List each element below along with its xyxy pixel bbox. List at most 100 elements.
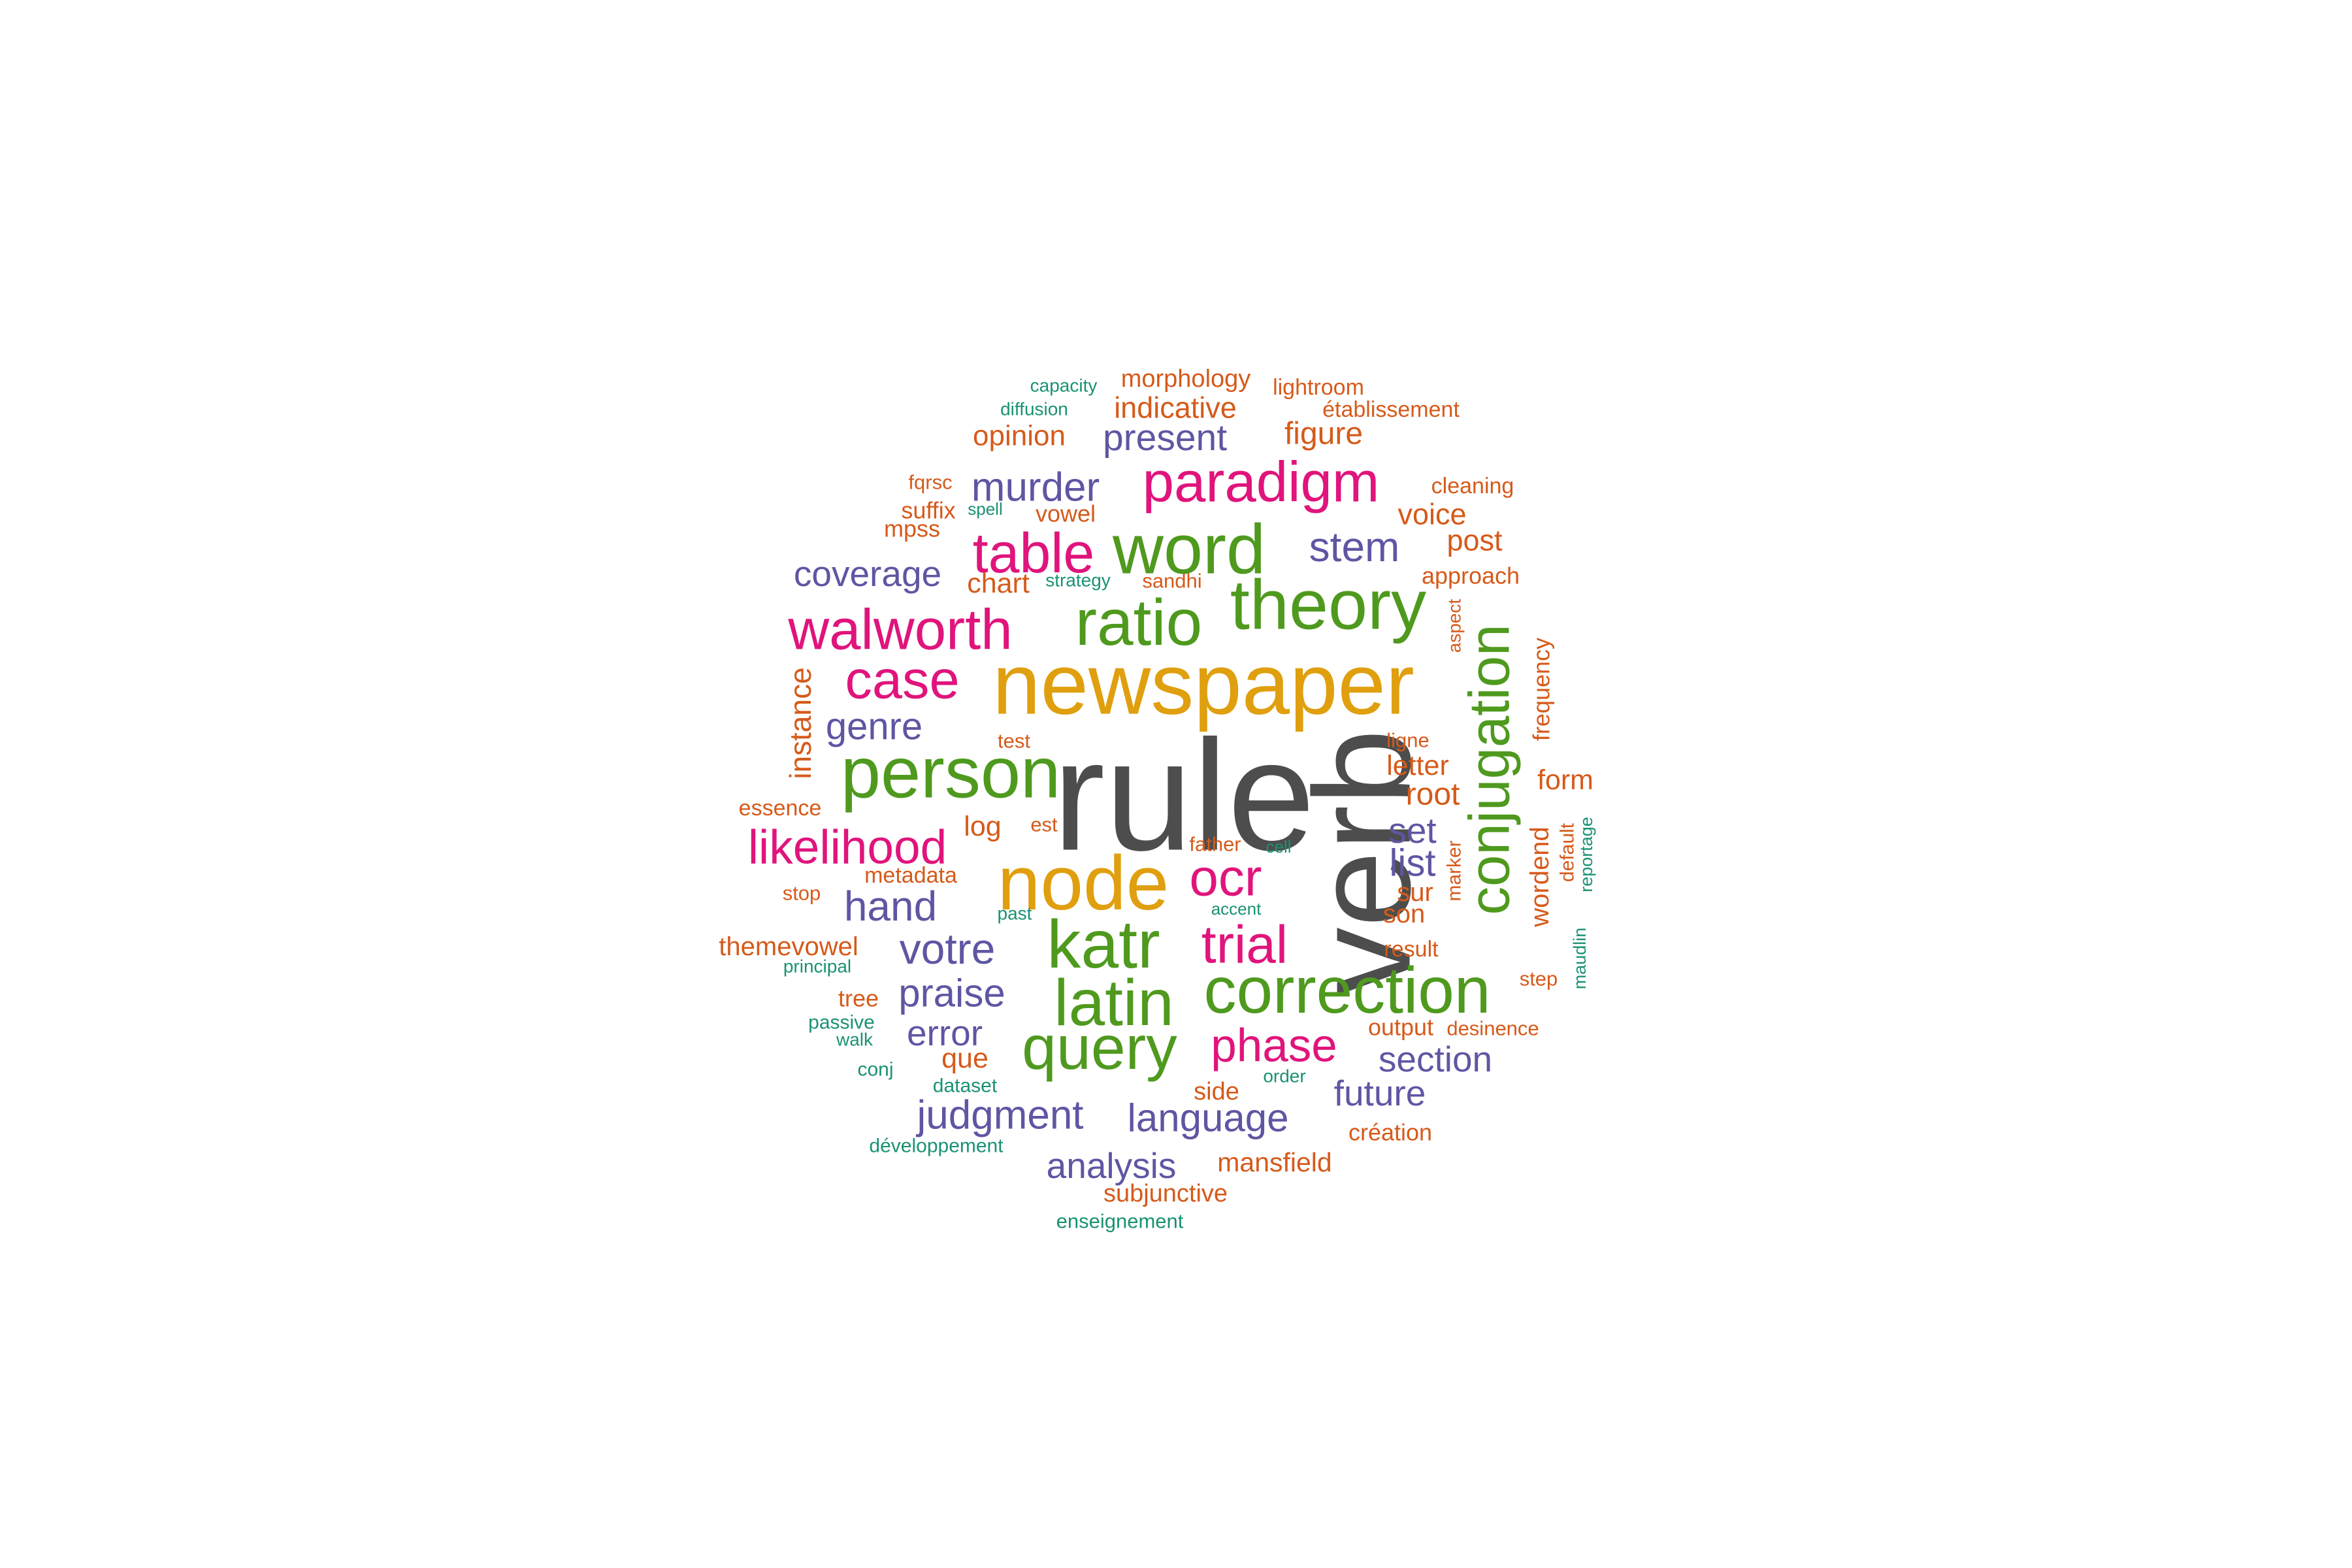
word-person: person: [841, 733, 1060, 813]
word-query: query: [1022, 1013, 1177, 1083]
word-figure: figure: [1284, 417, 1363, 451]
word-past: past: [998, 904, 1032, 924]
word-rule: rule: [1053, 708, 1315, 884]
word-opinion: opinion: [973, 420, 1066, 452]
word-voice: voice: [1397, 498, 1466, 531]
word-marker: marker: [1444, 840, 1465, 901]
word-suffix: suffix: [901, 497, 955, 524]
word-desinence: desinence: [1446, 1017, 1539, 1040]
word-set: set: [1388, 810, 1436, 851]
word-est: est: [1030, 813, 1058, 836]
word-conjugation: conjugation: [1458, 624, 1522, 915]
word-approach: approach: [1422, 563, 1520, 589]
word-section: section: [1379, 1039, 1492, 1079]
word-metadata: metadata: [864, 863, 957, 888]
word-latin: latin: [1054, 966, 1173, 1039]
word-ratio: ratio: [1075, 586, 1203, 659]
word-test: test: [998, 730, 1030, 753]
word-letter: letter: [1386, 750, 1449, 781]
word-newspaper: newspaper: [992, 636, 1414, 732]
word-cleaning: cleaning: [1431, 474, 1514, 498]
word-paradigm: paradigm: [1143, 451, 1380, 514]
word-développement: développement: [869, 1135, 1004, 1157]
word-son: son: [1383, 900, 1426, 928]
word-mpss: mpss: [884, 515, 940, 542]
word-spell: spell: [968, 499, 1002, 519]
word-diffusion: diffusion: [1000, 399, 1068, 419]
word-essence: essence: [739, 796, 822, 821]
word-log: log: [964, 811, 1001, 842]
word-themevowel: themevowel: [719, 932, 858, 961]
word-que: que: [941, 1043, 988, 1074]
word-dataset: dataset: [933, 1075, 998, 1097]
word-fqrsc: fqrsc: [908, 471, 952, 494]
word-morphology: morphology: [1121, 365, 1251, 393]
word-case: case: [845, 649, 959, 710]
word-chart: chart: [967, 568, 1030, 599]
word-principal: principal: [783, 956, 851, 977]
word-genre: genre: [826, 706, 923, 748]
word-phase: phase: [1211, 1021, 1337, 1072]
word-maudlin: maudlin: [1570, 928, 1590, 990]
word-instance: instance: [783, 667, 817, 779]
word-lightroom: lightroom: [1273, 375, 1364, 400]
word-votre: votre: [900, 924, 996, 973]
word-mansfield: mansfield: [1217, 1147, 1331, 1177]
word-aspect: aspect: [1445, 599, 1465, 653]
word-node: node: [998, 840, 1169, 926]
word-output: output: [1368, 1014, 1433, 1041]
word-default: default: [1557, 823, 1578, 882]
word-tree: tree: [838, 985, 879, 1012]
word-strategy: strategy: [1045, 570, 1111, 591]
word-vowel: vowel: [1036, 500, 1096, 527]
word-form: form: [1537, 764, 1593, 796]
word-reportage: reportage: [1576, 817, 1596, 892]
word-enseignement: enseignement: [1056, 1210, 1184, 1233]
word-likelihood: likelihood: [748, 821, 947, 874]
word-language: language: [1128, 1096, 1289, 1140]
word-ligne: ligne: [1386, 729, 1429, 752]
word-present: present: [1103, 417, 1227, 459]
word-frequency: frequency: [1528, 638, 1555, 741]
word-ocr: ocr: [1189, 849, 1262, 907]
word-création: création: [1348, 1119, 1432, 1146]
word-error: error: [907, 1013, 983, 1053]
word-wordend: wordend: [1526, 826, 1554, 927]
word-root: root: [1406, 777, 1460, 812]
word-stop: stop: [783, 882, 821, 905]
word-établissement: établissement: [1322, 397, 1460, 422]
word-theory: theory: [1230, 565, 1426, 644]
word-verb: verb: [1286, 729, 1439, 996]
word-hand: hand: [844, 883, 937, 930]
word-sur: sur: [1397, 878, 1433, 907]
word-list: list: [1390, 842, 1436, 885]
word-step: step: [1520, 968, 1558, 990]
word-future: future: [1334, 1073, 1426, 1113]
word-correction: correction: [1203, 954, 1490, 1027]
word-side: side: [1194, 1078, 1239, 1105]
word-analysis: analysis: [1047, 1145, 1177, 1186]
word-result: result: [1384, 937, 1439, 962]
word-father: father: [1189, 833, 1241, 856]
word-order: order: [1263, 1066, 1305, 1086]
word-judgment: judgment: [915, 1093, 1083, 1138]
word-cell: cell: [1266, 837, 1291, 857]
word-word: word: [1112, 510, 1266, 589]
word-murder: murder: [972, 465, 1100, 510]
word-accent: accent: [1211, 899, 1262, 919]
word-coverage: coverage: [794, 553, 941, 594]
word-trial: trial: [1201, 915, 1288, 975]
word-subjunctive: subjunctive: [1103, 1180, 1228, 1207]
word-katr: katr: [1047, 907, 1160, 983]
word-conj: conj: [857, 1059, 893, 1081]
word-walworth: walworth: [787, 598, 1012, 662]
word-praise: praise: [898, 972, 1005, 1015]
word-capacity: capacity: [1030, 376, 1098, 396]
word-walk: walk: [836, 1030, 874, 1050]
word-post: post: [1446, 524, 1503, 557]
word-passive: passive: [808, 1012, 875, 1034]
word-table: table: [973, 522, 1095, 585]
word-indicative: indicative: [1114, 391, 1237, 425]
